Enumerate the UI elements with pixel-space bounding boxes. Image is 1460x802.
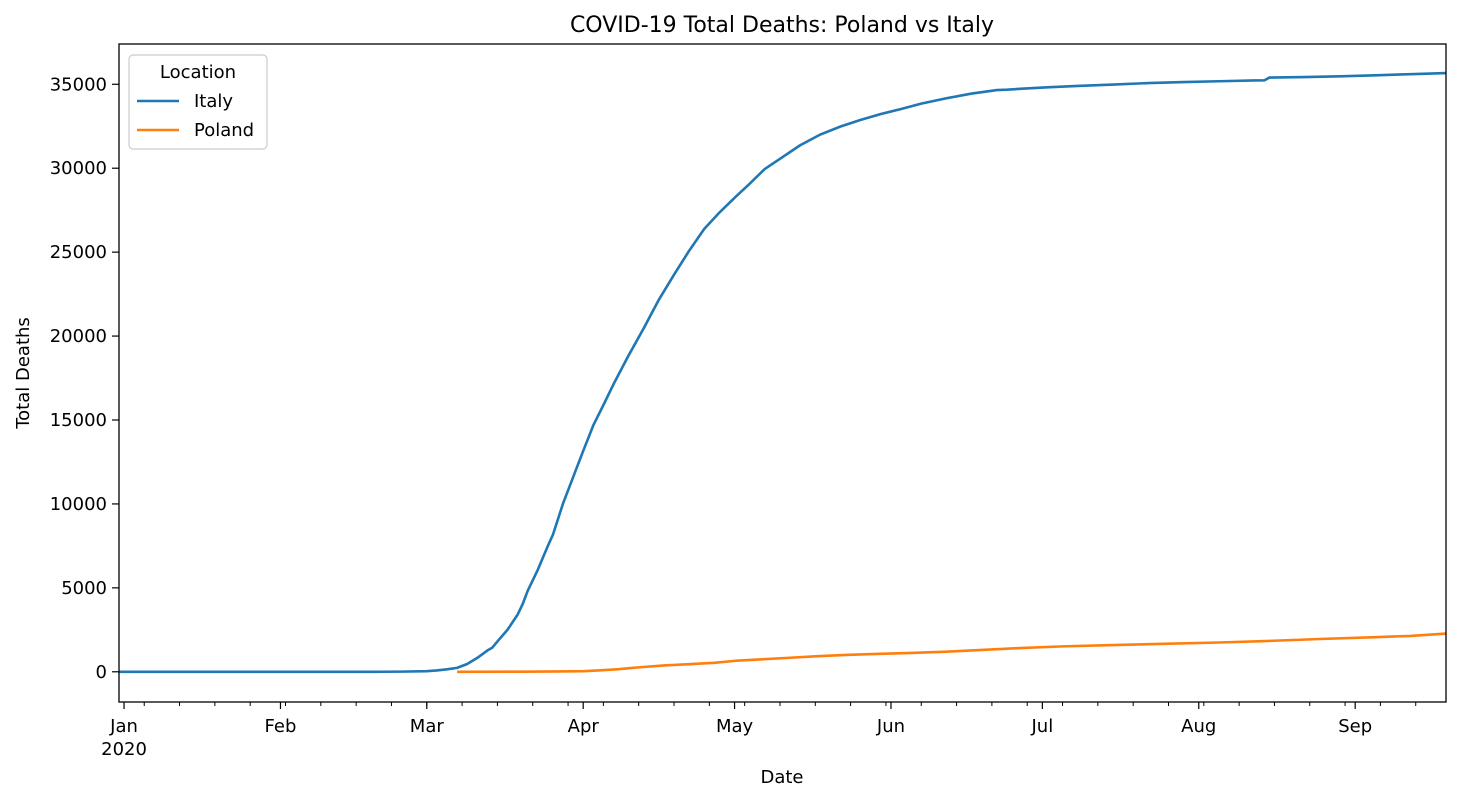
y-tick-label: 15000 <box>50 410 107 431</box>
y-tick-label: 35000 <box>50 74 107 95</box>
y-tick-label: 30000 <box>50 158 107 179</box>
legend-label-italy: Italy <box>194 91 233 112</box>
legend-items: Italy Poland <box>137 91 254 141</box>
plot-area <box>119 71 1447 674</box>
y-tick-label: 0 <box>96 662 107 683</box>
x-tick-label: Jan <box>109 716 138 737</box>
x-tick-label: Aug <box>1181 716 1216 737</box>
chart-title: COVID-19 Total Deaths: Poland vs Italy <box>570 13 994 38</box>
x-axis-title: Date <box>760 767 803 788</box>
x-tick-label: Jul <box>1030 716 1053 737</box>
y-tick-label: 25000 <box>50 242 107 263</box>
legend-box <box>128 54 268 150</box>
y-tick-label: 5000 <box>61 578 107 599</box>
plot-frame <box>118 43 1447 703</box>
y-axis: 0 5000 10000 15000 20000 25000 30000 35000 <box>50 74 119 683</box>
series-line-poland <box>457 632 1447 674</box>
x-tick-label: Sep <box>1338 716 1372 737</box>
x-tick-sublabel: 2020 <box>101 739 147 760</box>
y-tick-label: 20000 <box>50 326 107 347</box>
y-axis-title: Total Deaths <box>13 317 34 430</box>
legend-title: Location <box>160 62 236 83</box>
legend: Location Italy Poland <box>128 54 268 150</box>
x-tick-label: Feb <box>265 716 297 737</box>
x-tick-label: Mar <box>410 716 445 737</box>
legend-label-poland: Poland <box>194 120 254 141</box>
x-tick-label: Jun <box>876 716 905 737</box>
y-tick-label: 10000 <box>50 494 107 515</box>
x-tick-label: May <box>716 716 754 737</box>
series-line-italy <box>119 71 1447 674</box>
x-tick-label: Apr <box>568 716 600 737</box>
